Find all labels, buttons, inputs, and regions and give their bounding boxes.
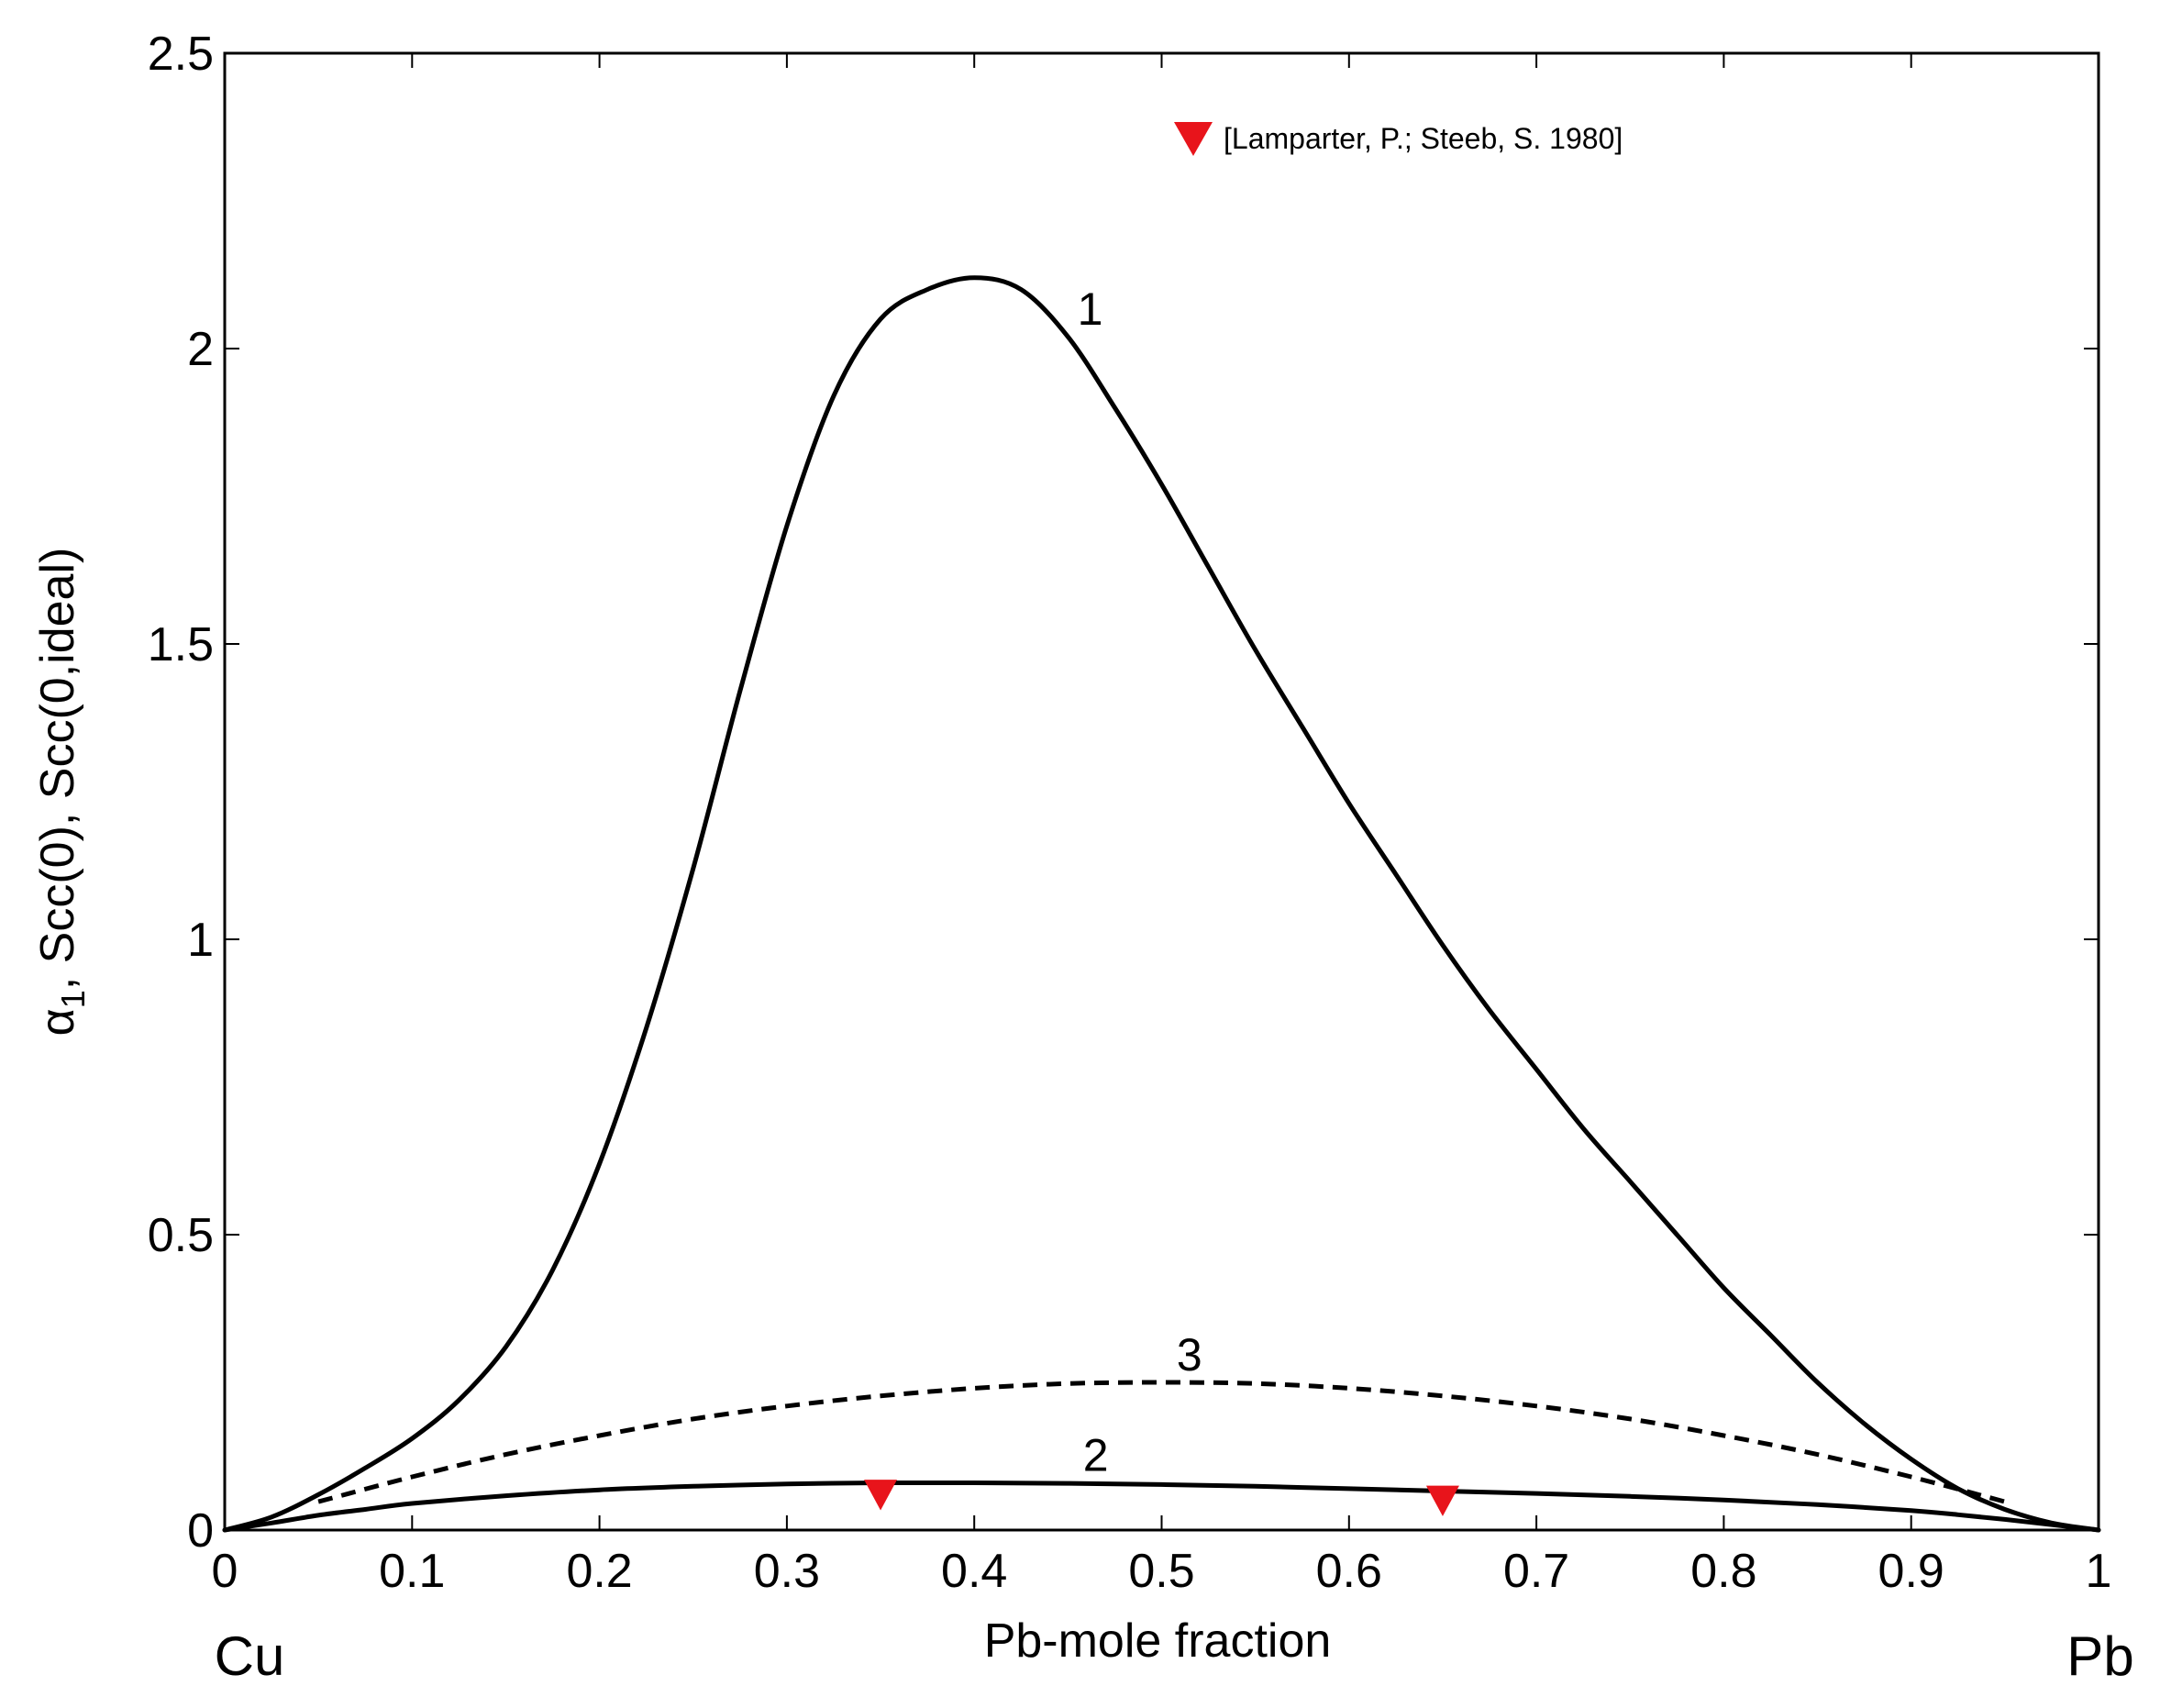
curve-label-3: 3	[1177, 1329, 1202, 1381]
series-lines	[222, 275, 2101, 1533]
x-tick-label: 0	[212, 1545, 238, 1598]
experimental-points	[864, 1480, 1459, 1516]
experimental-point	[864, 1480, 898, 1511]
curve-labels: 1 2 3	[1078, 283, 1202, 1481]
y-tick-label: 0.5	[148, 1209, 214, 1262]
series-line-2	[222, 1480, 2101, 1533]
x-tick-label: 0.7	[1503, 1545, 1569, 1598]
x-tick-label: 0.3	[754, 1545, 820, 1598]
y-axis-label-rest: , Scc(0), Scc(0,ideal)	[31, 548, 84, 991]
legend-marker-down-triangle	[1174, 122, 1213, 156]
plot-frame	[223, 51, 2100, 1532]
x-tick-label: 0.6	[1316, 1545, 1382, 1598]
x-tick-label: 0.1	[379, 1545, 445, 1598]
y-tick-label: 1.5	[148, 618, 214, 671]
x-axis-label: Pb-mole fraction	[984, 1614, 1332, 1668]
x-left-end-label: Cu	[215, 1625, 285, 1687]
x-tick-label: 0.4	[941, 1545, 1007, 1598]
x-tick-label: 0.8	[1690, 1545, 1756, 1598]
y-axis-label-alpha: α	[31, 1008, 84, 1036]
y-tick-label: 2.5	[148, 28, 214, 81]
y-tick-label: 2	[187, 323, 214, 376]
y-tick-labels: 0 0.5 1 1.5 2 2.5	[148, 28, 214, 1558]
x-tick-labels: 0 0.1 0.2 0.3 0.4 0.5 0.6 0.7 0.8 0.9 1	[212, 1545, 2112, 1598]
experimental-point	[1425, 1485, 1459, 1516]
legend: [Lamparter, P.; Steeb, S. 1980]	[1174, 122, 1623, 156]
x-tick-label: 1	[2086, 1545, 2112, 1598]
x-right-end-label: Pb	[2066, 1625, 2133, 1687]
x-tick-label: 0.9	[1878, 1545, 1944, 1598]
y-axis-label: α1, Scc(0), Scc(0,ideal)	[31, 548, 92, 1037]
axis-ticks	[224, 52, 2099, 1531]
curve-label-2: 2	[1083, 1430, 1109, 1481]
y-tick-label: 1	[187, 914, 214, 967]
y-axis-label-subscript: 1	[54, 990, 92, 1008]
legend-label: [Lamparter, P.; Steeb, S. 1980]	[1224, 122, 1623, 155]
y-tick-label: 0	[187, 1504, 214, 1558]
series-line-3	[317, 1380, 2006, 1504]
curve-label-1: 1	[1078, 283, 1103, 335]
x-tick-label: 0.2	[566, 1545, 632, 1598]
series-line-1	[222, 275, 2101, 1533]
x-tick-label: 0.5	[1128, 1545, 1194, 1598]
